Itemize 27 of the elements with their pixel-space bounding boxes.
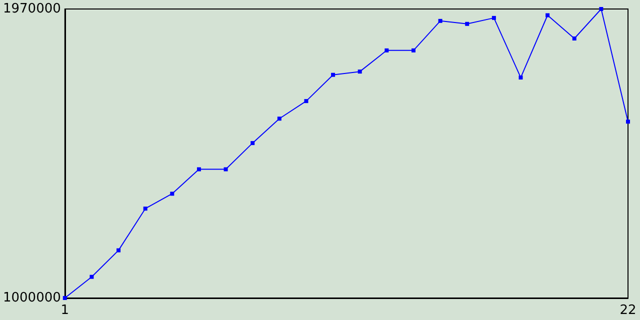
point bbox=[90, 274, 94, 279]
point bbox=[62, 296, 67, 300]
point bbox=[411, 48, 416, 52]
point bbox=[492, 16, 496, 20]
point bbox=[546, 13, 550, 18]
point bbox=[626, 120, 630, 124]
point bbox=[331, 72, 336, 77]
point bbox=[438, 18, 442, 23]
y-tick-label: 1970000 bbox=[2, 2, 61, 16]
point bbox=[277, 116, 282, 121]
line-series bbox=[62, 7, 630, 300]
x-tick-label: 22 bbox=[620, 303, 636, 318]
point bbox=[465, 22, 470, 26]
point bbox=[196, 167, 201, 172]
point bbox=[170, 192, 174, 196]
point bbox=[250, 141, 255, 146]
point bbox=[304, 99, 308, 104]
point bbox=[599, 7, 604, 11]
point bbox=[143, 206, 148, 211]
x-tick-label: 1 bbox=[60, 303, 70, 318]
point bbox=[358, 70, 362, 74]
point bbox=[224, 167, 228, 172]
y-tick-label: 1000000 bbox=[2, 290, 61, 306]
point bbox=[384, 48, 389, 52]
point bbox=[572, 36, 576, 40]
point bbox=[116, 248, 121, 252]
point bbox=[518, 76, 523, 80]
